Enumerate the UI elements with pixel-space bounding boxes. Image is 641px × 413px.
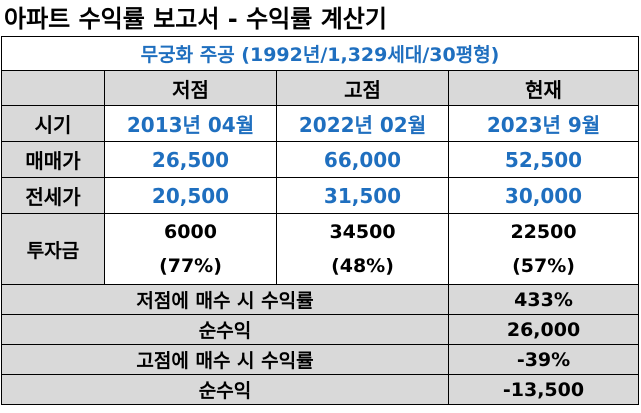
summary-value-low-profit: 26,000 xyxy=(447,314,640,345)
column-header-row: 저점 고점 현재 xyxy=(1,70,640,106)
column-header-current: 현재 xyxy=(447,70,640,106)
cell-investment-low: 6000 (77%) xyxy=(104,213,277,285)
header-blank-cell xyxy=(1,70,105,106)
cell-period-low: 2013년 04월 xyxy=(104,105,277,142)
investment-ratio-low: (77%) xyxy=(159,255,222,277)
report-title: 아파트 수익률 보고서 - 수익률 계산기 xyxy=(4,5,387,33)
summary-row-high-profit: 순수익 -13,500 xyxy=(1,374,640,405)
summary-row-high-return: 고점에 매수 시 수익률 -39% xyxy=(1,344,640,375)
summary-label-low-profit: 순수익 xyxy=(1,314,449,345)
investment-ratio-high: (48%) xyxy=(331,255,394,277)
cell-sale-price-high: 66,000 xyxy=(276,141,449,178)
row-label-investment: 투자금 xyxy=(1,213,105,285)
row-label-jeonse-price: 전세가 xyxy=(1,177,105,214)
summary-row-low-profit: 순수익 26,000 xyxy=(1,314,640,345)
return-calculator-table: 무궁화 주공 (1992년/1,329세대/30평형) 저점 고점 현재 시기 … xyxy=(0,36,640,405)
investment-amount-high: 34500 xyxy=(329,221,396,243)
investment-amount-current: 22500 xyxy=(510,221,577,243)
cell-period-high: 2022년 02월 xyxy=(276,105,449,142)
summary-label-high-return: 고점에 매수 시 수익률 xyxy=(1,344,449,375)
table-row-investment: 투자금 6000 (77%) 34500 (48%) 22500 (57%) xyxy=(1,213,640,285)
table-row-jeonse-price: 전세가 20,500 31,500 30,000 xyxy=(1,177,640,214)
investment-ratio-current: (57%) xyxy=(512,255,575,277)
cell-jeonse-price-low: 20,500 xyxy=(104,177,277,214)
summary-label-high-profit: 순수익 xyxy=(1,374,449,405)
summary-value-high-return: -39% xyxy=(447,344,640,375)
summary-row-low-return: 저점에 매수 시 수익률 433% xyxy=(1,284,640,315)
cell-jeonse-price-high: 31,500 xyxy=(276,177,449,214)
cell-period-current: 2023년 9월 xyxy=(447,105,640,142)
apartment-subtitle: 무궁화 주공 (1992년/1,329세대/30평형) xyxy=(0,36,640,71)
row-label-sale-price: 매매가 xyxy=(1,141,105,178)
summary-value-high-profit: -13,500 xyxy=(447,374,640,405)
table-row-period: 시기 2013년 04월 2022년 02월 2023년 9월 xyxy=(1,105,640,142)
cell-sale-price-current: 52,500 xyxy=(447,141,640,178)
summary-value-low-return: 433% xyxy=(447,284,640,315)
column-header-low: 저점 xyxy=(104,70,277,106)
cell-jeonse-price-current: 30,000 xyxy=(447,177,640,214)
cell-investment-high: 34500 (48%) xyxy=(276,213,449,285)
summary-label-low-return: 저점에 매수 시 수익률 xyxy=(1,284,449,315)
subtitle-row: 무궁화 주공 (1992년/1,329세대/30평형) xyxy=(0,36,640,71)
investment-amount-low: 6000 xyxy=(164,221,217,243)
row-label-period: 시기 xyxy=(1,105,105,142)
table-row-sale-price: 매매가 26,500 66,000 52,500 xyxy=(1,141,640,178)
cell-investment-current: 22500 (57%) xyxy=(447,213,640,285)
cell-sale-price-low: 26,500 xyxy=(104,141,277,178)
column-header-high: 고점 xyxy=(276,70,449,106)
